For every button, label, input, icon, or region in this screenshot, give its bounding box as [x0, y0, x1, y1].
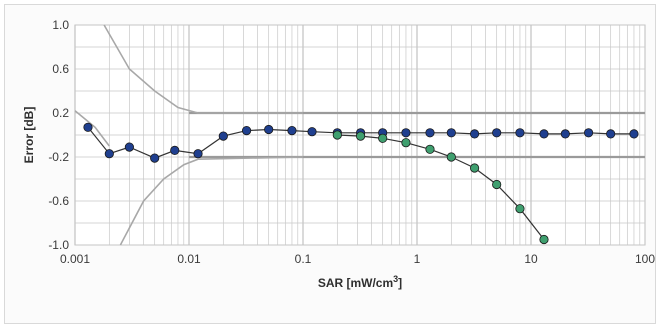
data-point [560, 129, 570, 139]
data-point [469, 129, 480, 139]
data-point [515, 128, 525, 138]
data-point [492, 128, 502, 138]
y-tick-label: 0.2 [52, 106, 69, 120]
grid-lines [74, 24, 646, 246]
data-point [378, 133, 388, 143]
series-line [337, 134, 545, 240]
data-point [83, 122, 93, 132]
data-point [629, 129, 639, 139]
data-point [193, 149, 203, 159]
data-point [446, 152, 456, 162]
y-tick-label: -1.0 [48, 238, 69, 252]
x-tick-label: 0.1 [295, 252, 312, 266]
data-point [264, 124, 274, 135]
limit-curve [74, 110, 110, 147]
data-series [83, 122, 639, 245]
data-point [446, 128, 456, 138]
data-point [606, 129, 616, 139]
data-point [355, 131, 366, 141]
data-point [539, 129, 549, 139]
data-point [150, 153, 160, 163]
x-axis-label: SAR [mW/cm3] [318, 274, 402, 290]
limit-curve [119, 156, 304, 246]
data-point [539, 234, 549, 245]
x-tick-label: 100 [635, 252, 655, 266]
x-axis-label-end: ] [398, 276, 402, 290]
error-vs-sar-chart: 0.001 0.01 0.1 1 10 100 1.0 0.6 0.2 -0.2 -0.6 -1.0… [22, 18, 655, 290]
limit-curve [103, 24, 303, 114]
y-tick-label: -0.6 [48, 194, 69, 208]
data-point [307, 127, 317, 137]
data-point [425, 128, 435, 138]
x-tick-label: 10 [524, 252, 538, 266]
x-tick-labels: 0.001 0.01 0.1 1 10 100 [60, 252, 655, 266]
y-tick-labels: 1.0 0.6 0.2 -0.2 -0.6 -1.0 [48, 18, 69, 252]
data-point [287, 126, 297, 136]
data-point [104, 149, 114, 159]
y-axis-label: Error [dB] [22, 107, 36, 164]
x-tick-label: 0.001 [60, 252, 90, 266]
y-tick-label: 1.0 [52, 18, 69, 32]
data-point [401, 138, 411, 148]
data-point [332, 130, 342, 140]
data-point [469, 163, 480, 173]
x-axis-label-main: SAR [mW/cm [318, 276, 393, 290]
data-point [124, 142, 134, 152]
y-tick-label: -0.2 [48, 150, 69, 164]
x-axis-label-superscript: 3 [393, 274, 398, 284]
data-point [492, 179, 502, 190]
data-point [583, 128, 594, 138]
x-tick-label: 0.01 [177, 252, 201, 266]
chart-frame: 0.001 0.01 0.1 1 10 100 1.0 0.6 0.2 -0.2 -0.6 -1.0… [4, 4, 656, 324]
data-point [401, 128, 411, 138]
data-point [515, 204, 525, 214]
data-point [218, 131, 228, 141]
limit-curves [74, 24, 304, 246]
data-point [241, 126, 252, 136]
data-point [425, 144, 435, 154]
x-tick-label: 1 [414, 252, 421, 266]
y-tick-label: 0.6 [52, 62, 69, 76]
data-point [170, 145, 180, 155]
